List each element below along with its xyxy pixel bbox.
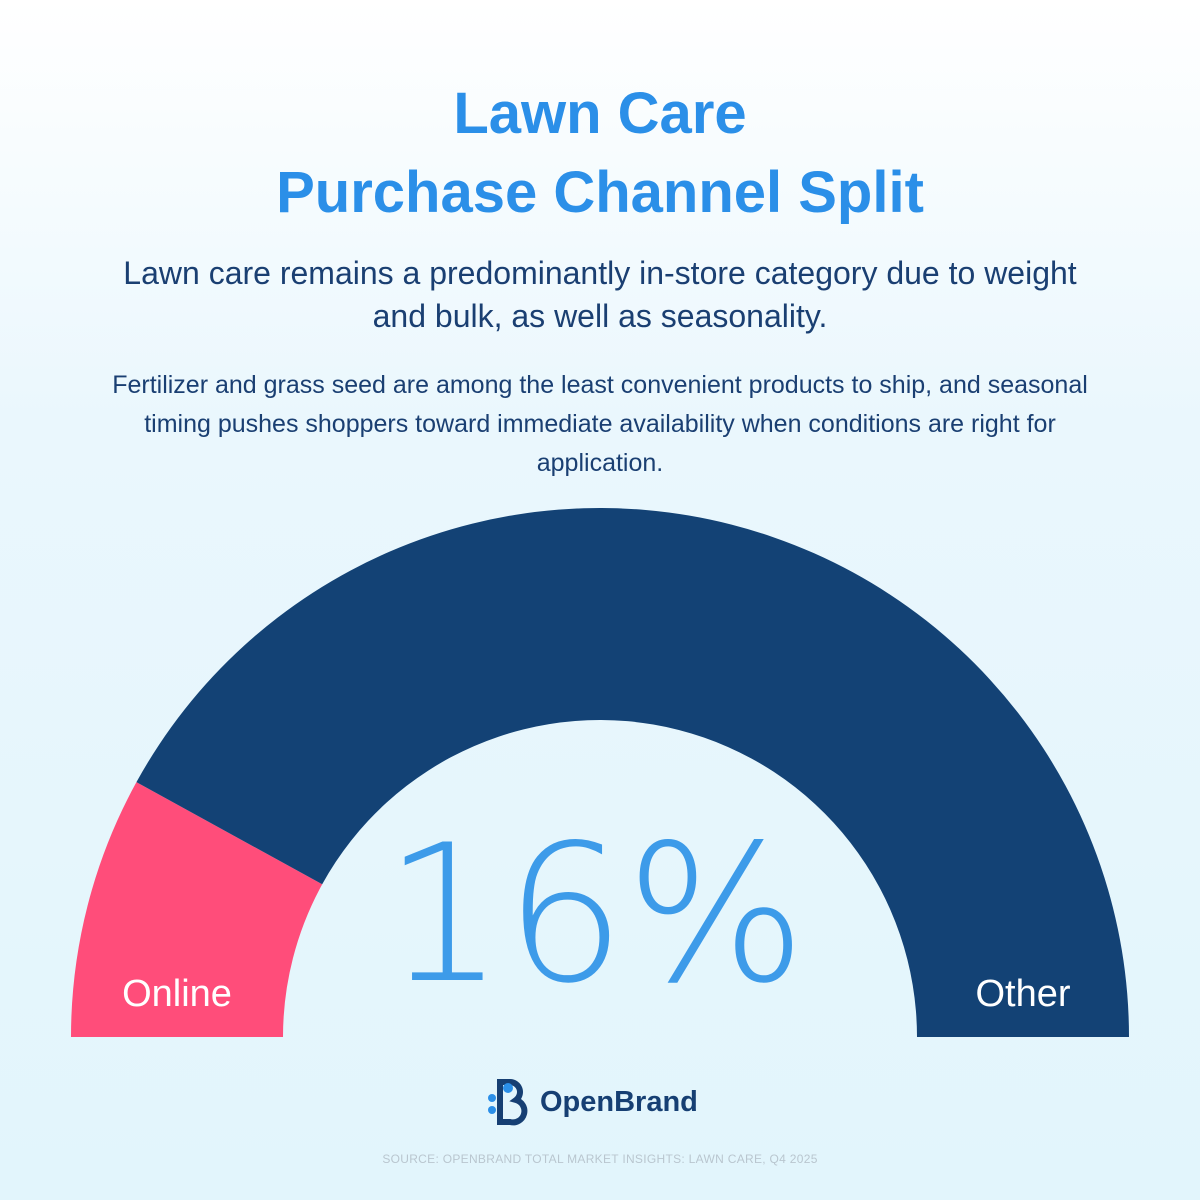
brand-logo xyxy=(488,1079,528,1126)
title-line: Lawn Care xyxy=(453,81,747,146)
brand: OpenBrand xyxy=(484,1076,698,1128)
source: SOURCE: OPENBRAND TOTAL MARKET INSIGHTS:… xyxy=(382,1152,818,1166)
brand-name: OpenBrand xyxy=(540,1085,698,1118)
value-label: 16% xyxy=(384,804,806,1025)
description: Fertilizer and grass seed are among the … xyxy=(112,371,1088,477)
category-label: Other xyxy=(975,973,1070,1015)
gauge-segment xyxy=(136,507,1129,1037)
gauge-segment xyxy=(71,782,323,1037)
title: Lawn Care Purchase Channel Split xyxy=(0,74,1200,232)
subtitle: Lawn care remains a predominantly in-sto… xyxy=(123,255,1077,334)
category-label: Online xyxy=(122,973,232,1015)
title-line: Purchase Channel Split xyxy=(276,160,924,225)
